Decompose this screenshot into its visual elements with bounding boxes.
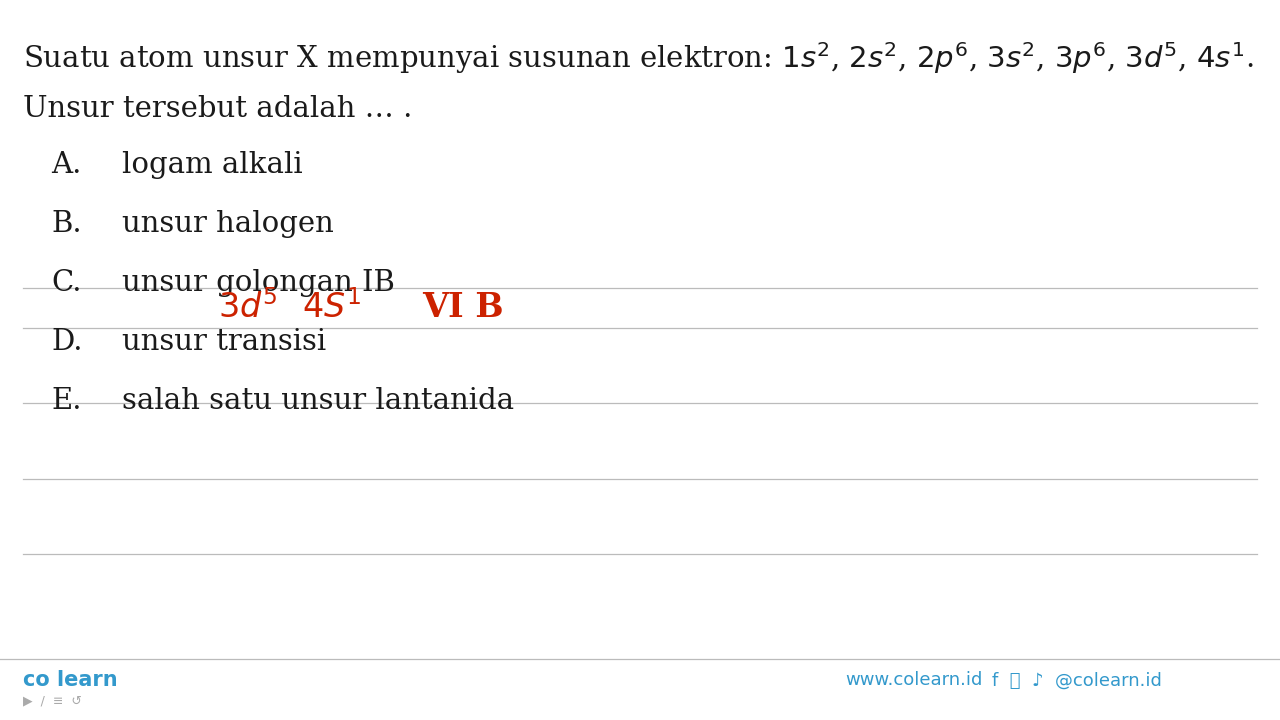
Text: E.: E. <box>51 387 82 415</box>
Text: unsur transisi: unsur transisi <box>122 328 325 356</box>
Text: logam alkali: logam alkali <box>122 151 302 179</box>
Text: A.: A. <box>51 151 82 179</box>
Text: unsur halogen: unsur halogen <box>122 210 333 238</box>
Text: ▶  /  ≡  ↺: ▶ / ≡ ↺ <box>23 694 82 707</box>
Text: salah satu unsur lantanida: salah satu unsur lantanida <box>122 387 513 415</box>
Text: VI B: VI B <box>422 292 504 324</box>
Text: C.: C. <box>51 269 82 297</box>
Text: B.: B. <box>51 210 82 238</box>
Text: Suatu atom unsur X mempunyai susunan elektron: $1s^{2}$, $2s^{2}$, $2p^{6}$, $3s: Suatu atom unsur X mempunyai susunan ele… <box>23 40 1253 76</box>
Text: Unsur tersebut adalah … .: Unsur tersebut adalah … . <box>23 95 412 123</box>
Text: co learn: co learn <box>23 670 118 690</box>
Text: $3d^{5}$  $4S^{1}$: $3d^{5}$ $4S^{1}$ <box>218 290 361 325</box>
Text: f  ⓞ  ♪  @colearn.id: f ⓞ ♪ @colearn.id <box>992 671 1162 690</box>
Text: unsur golongan IB: unsur golongan IB <box>122 269 394 297</box>
Text: D.: D. <box>51 328 83 356</box>
Text: www.colearn.id: www.colearn.id <box>845 671 982 690</box>
